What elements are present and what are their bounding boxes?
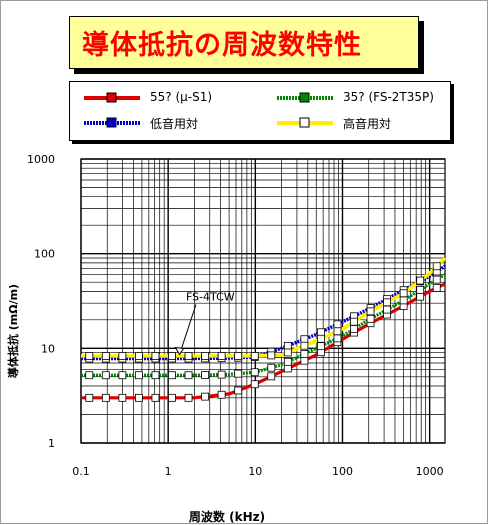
annotation-label: FS-4TCW xyxy=(186,291,235,304)
series-marker-3 xyxy=(300,341,309,350)
legend-label-55: 55? (μ-S1) xyxy=(150,90,213,104)
series-marker-0 xyxy=(85,393,94,402)
x-tick-label: 10 xyxy=(248,465,262,478)
legend-label-35: 35? (FS-2T35P) xyxy=(343,90,434,104)
series-marker-1 xyxy=(85,371,94,380)
series-marker-3 xyxy=(416,276,425,285)
series-marker-0 xyxy=(184,393,193,402)
legend-item-35: 35? (FS-2T35P) xyxy=(275,88,450,108)
series-marker-0 xyxy=(201,392,209,401)
legend-label-low: 低音用対 xyxy=(150,117,199,131)
annotation-arrowhead xyxy=(174,346,185,356)
series-marker-3 xyxy=(118,352,127,360)
legend-swatch-55 xyxy=(84,92,140,103)
series-marker-3 xyxy=(366,307,375,316)
series-marker-1 xyxy=(350,325,358,333)
legend-item-55: 55? (μ-S1) xyxy=(82,88,257,108)
series-marker-1 xyxy=(300,350,309,358)
series-marker-1 xyxy=(432,275,441,284)
series-marker-1 xyxy=(283,357,292,366)
annotation-arrow xyxy=(179,304,197,355)
series-marker-0 xyxy=(101,393,110,402)
title-box: 導体抵抗の周波数特性 xyxy=(69,16,419,69)
series-marker-2 xyxy=(317,328,325,337)
series-marker-1 xyxy=(101,371,110,380)
series-marker-2 xyxy=(333,320,342,329)
series-marker-0 xyxy=(300,356,309,365)
series-marker-0 xyxy=(151,393,160,402)
series-marker-0 xyxy=(283,364,292,373)
series-marker-2 xyxy=(300,335,309,344)
x-tick-label: 0.1 xyxy=(72,465,90,478)
series-marker-3 xyxy=(234,352,243,360)
series-marker-0 xyxy=(267,372,276,381)
series-marker-0 xyxy=(118,393,127,402)
y-tick-label: 10 xyxy=(41,342,55,355)
series-marker-3 xyxy=(168,352,176,360)
series-marker-3 xyxy=(317,334,325,343)
series-marker-0 xyxy=(250,380,259,389)
y-tick-label: 1 xyxy=(48,437,55,450)
series-marker-1 xyxy=(201,371,209,379)
series-marker-1 xyxy=(250,368,259,377)
x-tick-label: 100 xyxy=(332,465,353,478)
series-marker-1 xyxy=(267,363,276,372)
marker-layer xyxy=(85,262,441,402)
legend-swatch-low xyxy=(84,117,140,128)
y-tick-label: 100 xyxy=(34,248,55,261)
chart-title: 導体抵抗の周波数特性 xyxy=(82,30,362,61)
series-marker-1 xyxy=(383,305,391,314)
series-marker-0 xyxy=(432,283,441,292)
x-tick-label: 1 xyxy=(165,465,172,478)
series-marker-0 xyxy=(168,393,176,402)
legend-swatch-35 xyxy=(277,92,333,103)
series-marker-3 xyxy=(151,352,160,360)
series-marker-1 xyxy=(333,334,342,343)
series-marker-0 xyxy=(416,292,425,301)
series-marker-3 xyxy=(250,352,259,360)
series-marker-3 xyxy=(432,262,441,271)
series-marker-3 xyxy=(201,352,209,360)
series-marker-0 xyxy=(217,390,226,399)
series-marker-3 xyxy=(333,327,342,336)
series-marker-0 xyxy=(234,386,243,395)
series-marker-2 xyxy=(283,341,292,350)
series-marker-3 xyxy=(383,298,391,307)
series-marker-1 xyxy=(118,371,127,380)
legend-swatch-high xyxy=(277,117,333,128)
series-marker-3 xyxy=(135,352,143,360)
y-tick-label: 1000 xyxy=(27,153,55,166)
series-marker-3 xyxy=(283,348,292,357)
series-marker-1 xyxy=(366,314,375,323)
series-marker-1 xyxy=(217,370,226,379)
series-marker-1 xyxy=(168,371,176,380)
series-marker-3 xyxy=(85,352,94,360)
annotation-layer: FS-4TCW xyxy=(174,291,235,356)
legend-item-high: 高音用対 xyxy=(275,113,450,133)
legend-item-low: 低音用対 xyxy=(82,113,257,133)
y-axis-label: 導体抵抗 (mΩ/m) xyxy=(6,284,20,378)
x-axis-label: 周波数 (kHz) xyxy=(189,509,265,524)
series-marker-0 xyxy=(135,393,143,402)
series-marker-1 xyxy=(151,371,160,380)
x-tick-label: 1000 xyxy=(416,465,444,478)
series-marker-1 xyxy=(416,285,425,294)
series-marker-1 xyxy=(399,296,408,305)
tick-layer: 0.1 1 10 100 1000 1 10 100 1000 xyxy=(27,153,444,478)
series-marker-3 xyxy=(101,352,110,360)
series-marker-1 xyxy=(234,369,243,378)
series-marker-3 xyxy=(217,352,226,360)
series-marker-1 xyxy=(135,371,143,380)
series-marker-3 xyxy=(184,352,193,360)
series-marker-1 xyxy=(184,371,193,380)
series-marker-3 xyxy=(399,289,408,298)
series-marker-3 xyxy=(267,351,276,360)
series-marker-1 xyxy=(317,342,325,351)
legend: 55? (μ-S1) 35? (FS-2T35P) 低音用対 高音用対 xyxy=(69,81,451,141)
series-marker-3 xyxy=(350,317,358,326)
legend-label-high: 高音用対 xyxy=(343,117,392,131)
series-line-2 xyxy=(81,264,446,361)
